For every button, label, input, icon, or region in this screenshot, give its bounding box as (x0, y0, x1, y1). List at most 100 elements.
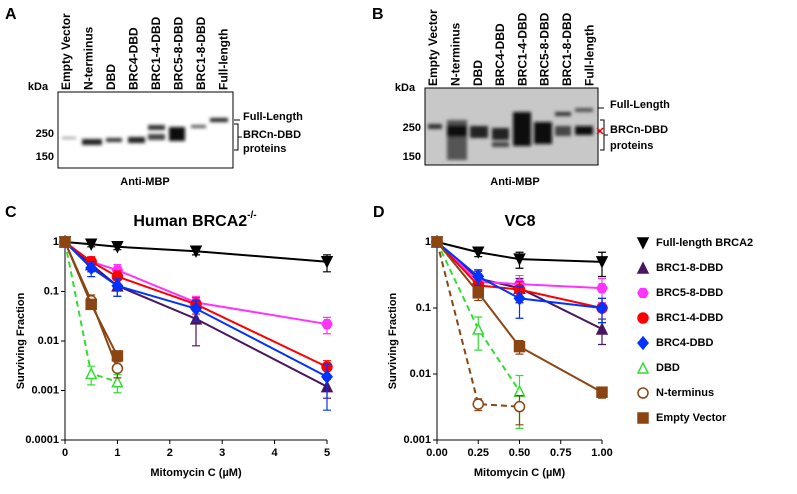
panel-letter: B (372, 6, 384, 23)
point (190, 301, 202, 316)
band-label: Full-Length (243, 111, 303, 123)
lane-label: BRC1-8-DBD (560, 12, 574, 86)
legend-marker (637, 335, 649, 351)
point (111, 375, 124, 388)
lane-label: N-terminus (448, 22, 462, 86)
series-line (436, 241, 603, 309)
x-tick-label: 0.75 (550, 447, 571, 459)
point (513, 340, 526, 353)
x-tick-label: 4 (272, 447, 279, 459)
band-label: BRCn-DBD (243, 129, 301, 141)
point (513, 291, 526, 306)
legend-label: BRC1-4-DBD (656, 312, 723, 324)
legend-marker (637, 412, 649, 424)
y-tick-label: 0.1 (44, 285, 59, 297)
legend-marker (637, 287, 649, 299)
panel-letter: A (5, 6, 17, 23)
point (596, 386, 608, 398)
point (596, 300, 608, 316)
point (595, 256, 609, 269)
y-tick-label: 0.1 (416, 302, 431, 314)
point (472, 287, 484, 299)
x-tick-label: 2 (167, 447, 173, 459)
lane-label: BRC4-DBD (493, 23, 507, 86)
point (595, 322, 609, 335)
x-tick-label: 0 (62, 447, 68, 459)
point (84, 366, 98, 380)
y-tick-label: 1 (53, 236, 59, 248)
lane-label: Full-length (582, 25, 596, 86)
legend-marker (636, 237, 650, 250)
point (84, 238, 98, 251)
legend-label: DBD (656, 362, 680, 374)
blot-bands (62, 118, 228, 145)
point (59, 236, 71, 248)
x-axis-label: Mitomycin C (µM) (474, 467, 566, 479)
chart-title: VC8 (504, 213, 535, 230)
x-tick-label: 1.00 (591, 447, 612, 459)
legend-marker (637, 312, 649, 324)
x-tick-label: 5 (324, 447, 330, 459)
band-label: Full-Length (610, 99, 670, 111)
legend-label: BRC4-DBD (656, 337, 714, 349)
band-label: BRCn-DBD (610, 124, 668, 136)
lane-label: DBD (471, 60, 485, 86)
x-tick-label: 0.25 (468, 447, 489, 459)
y-tick-label: 0.001 (403, 434, 431, 446)
point (513, 253, 526, 266)
antibody-label: Anti-MBP (490, 176, 540, 188)
y-tick-label: 0.01 (38, 335, 59, 347)
title-text: VC8 (504, 213, 535, 230)
lane-label: BRC5-8-DBD (538, 12, 552, 86)
legend-label: Full-length BRCA2 (656, 237, 753, 249)
lane-label: BRC1-4-DBD (149, 16, 163, 90)
legend-label: BRC1-8-DBD (656, 262, 723, 274)
lane-label: N-terminus (82, 26, 96, 90)
y-tick-label: 1 (425, 236, 431, 248)
y-axis-label: Surviving Fraction (387, 292, 399, 389)
point (85, 260, 98, 276)
title-superscript: -/- (247, 210, 256, 221)
x-tick-label: 0.00 (426, 447, 447, 459)
point (513, 400, 526, 413)
legend-label: BRC5-8-DBD (656, 287, 723, 299)
antibody-label: Anti-MBP (120, 176, 170, 188)
point (111, 350, 124, 362)
mw-marker: 150 (36, 151, 54, 163)
point (320, 255, 334, 269)
bracket (234, 119, 242, 151)
x-axis-label: Mitomycin C (µM) (150, 467, 242, 479)
lane-label: BRC1-8-DBD (194, 16, 208, 90)
mw-marker: 250 (403, 122, 421, 134)
lane-label: BRC5-8-DBD (172, 16, 186, 90)
point (472, 269, 485, 284)
x-tick-label: 0.50 (509, 447, 530, 459)
blot-frame (57, 91, 234, 169)
point (513, 384, 526, 397)
band-label: proteins (243, 143, 286, 155)
panel-letter: D (373, 204, 385, 221)
series-line (436, 241, 603, 290)
blot-bands (428, 108, 593, 160)
point (321, 369, 333, 384)
series-line (436, 241, 520, 408)
y-axis-label: Surviving Fraction (15, 292, 27, 389)
point (472, 322, 485, 335)
point (431, 236, 443, 248)
point (111, 278, 124, 294)
y-tick-label: 0.001 (31, 384, 59, 396)
bracket (598, 107, 608, 151)
legend-marker (636, 361, 650, 374)
y-tick-label: 0.0001 (25, 434, 59, 446)
lane-label: BRC1-4-DBD (515, 12, 529, 86)
x-tick-label: 1 (114, 447, 120, 459)
kda-label: kDa (395, 82, 416, 94)
lane-label: Full-length (217, 29, 231, 90)
point (85, 298, 97, 311)
mw-marker: 250 (36, 128, 54, 140)
legend-label: N-terminus (656, 387, 714, 399)
series-line (436, 241, 603, 263)
mw-marker: 150 (403, 151, 421, 163)
point (472, 246, 485, 259)
